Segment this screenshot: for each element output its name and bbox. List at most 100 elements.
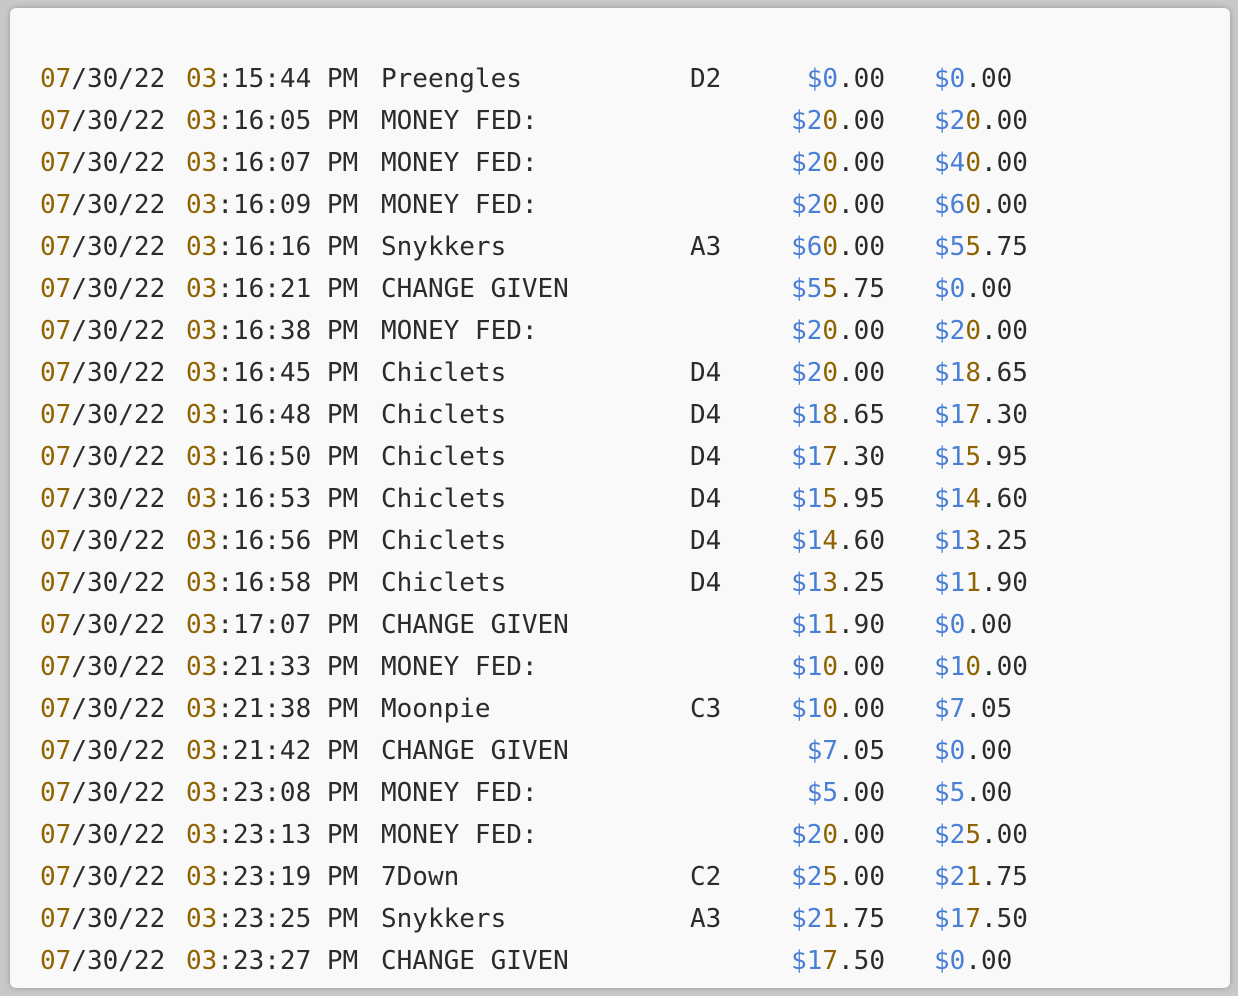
- amount-cell: $20.00: [791, 814, 885, 856]
- amount-cell: $20.00: [791, 352, 885, 394]
- time-hour: 03: [186, 652, 218, 682]
- time-cell: 03:16:58 PM: [186, 562, 358, 604]
- digit: 0: [965, 106, 981, 136]
- date-month: 07: [40, 862, 72, 892]
- balance-symbol: $: [934, 736, 950, 766]
- time-hour: 03: [186, 442, 218, 472]
- digit: 0: [822, 694, 839, 724]
- digit: 2: [949, 106, 966, 136]
- digit: 1: [949, 526, 966, 556]
- balance-cell: $18.65: [934, 352, 1028, 394]
- digit: 1: [806, 442, 823, 472]
- amount-integer: 60: [807, 226, 838, 268]
- amount-decimal: .25: [838, 568, 885, 598]
- amount-decimal: .50: [838, 946, 885, 976]
- time-hour: 03: [186, 526, 218, 556]
- amount-integer: 20: [807, 814, 838, 856]
- date-rest: /30/22: [71, 190, 166, 220]
- date-cell: 07/30/22: [40, 646, 165, 688]
- description-cell: 7Down: [381, 862, 460, 892]
- balance-decimal: .95: [980, 442, 1028, 472]
- date-cell: 07/30/22: [40, 772, 165, 814]
- balance-decimal: .00: [980, 148, 1028, 178]
- date-rest: /30/22: [71, 232, 166, 262]
- slot-cell: C3: [690, 694, 722, 724]
- digit: 0: [965, 190, 981, 220]
- slot-cell: D4: [690, 484, 722, 514]
- time-hour: 03: [186, 64, 218, 94]
- balance-decimal: .00: [965, 778, 1013, 808]
- amount-cell: $21.75: [791, 898, 885, 940]
- amount-column: $20.00: [740, 814, 885, 856]
- digit: 1: [949, 568, 966, 598]
- time-hour: 03: [186, 232, 218, 262]
- slot-cell: D4: [690, 358, 722, 388]
- digit: 5: [949, 232, 966, 262]
- balance-cell: $14.60: [934, 478, 1028, 520]
- balance-symbol: $: [934, 694, 950, 724]
- date-rest: /30/22: [71, 274, 166, 304]
- date-rest: /30/22: [71, 946, 166, 976]
- time-rest: :16:50 PM: [217, 442, 359, 472]
- amount-integer: 7: [822, 730, 838, 772]
- digit: 2: [806, 904, 823, 934]
- time-hour: 03: [186, 694, 218, 724]
- balance-integer: 40: [950, 142, 981, 184]
- balance-integer: 18: [950, 352, 981, 394]
- slot-cell: D4: [690, 442, 722, 472]
- digit: 0: [822, 232, 839, 262]
- time-cell: 03:21:33 PM: [186, 646, 358, 688]
- amount-column: $25.00: [740, 856, 885, 898]
- time-hour: 03: [186, 820, 218, 850]
- description-cell: MONEY FED:: [381, 778, 538, 808]
- digit: 0: [822, 820, 839, 850]
- date-rest: /30/22: [71, 904, 166, 934]
- time-hour: 03: [186, 106, 218, 136]
- digit: 0: [949, 736, 966, 766]
- amount-column: $20.00: [740, 184, 885, 226]
- amount-decimal: .00: [838, 652, 885, 682]
- balance-column: $40.00: [890, 142, 1035, 184]
- amount-integer: 17: [807, 436, 838, 478]
- time-hour: 03: [186, 736, 218, 766]
- amount-symbol: $: [791, 274, 807, 304]
- amount-column: $11.90: [740, 604, 885, 646]
- balance-integer: 10: [950, 646, 981, 688]
- date-cell: 07/30/22: [40, 268, 165, 310]
- balance-integer: 0: [950, 268, 966, 310]
- time-rest: :16:58 PM: [217, 568, 359, 598]
- time-hour: 03: [186, 946, 218, 976]
- balance-symbol: $: [934, 148, 950, 178]
- amount-cell: $17.30: [791, 436, 885, 478]
- digit: 7: [822, 946, 839, 976]
- amount-integer: 20: [807, 352, 838, 394]
- time-rest: :16:07 PM: [217, 148, 359, 178]
- time-hour: 03: [186, 862, 218, 892]
- amount-integer: 25: [807, 856, 838, 898]
- description-cell: MONEY FED:: [381, 148, 538, 178]
- digit: 5: [822, 274, 839, 304]
- amount-cell: $60.00: [791, 226, 885, 268]
- log-row: 07/30/22 03:16:16 PM Snykkers A3 $60.00 …: [40, 226, 1028, 268]
- amount-cell: $20.00: [791, 184, 885, 226]
- amount-column: $10.00: [740, 646, 885, 688]
- amount-symbol: $: [791, 484, 807, 514]
- date-cell: 07/30/22: [40, 730, 165, 772]
- time-rest: :17:07 PM: [217, 610, 359, 640]
- balance-column: $0.00: [890, 940, 1035, 982]
- balance-cell: $60.00: [934, 184, 1028, 226]
- balance-integer: 60: [950, 184, 981, 226]
- digit: 6: [949, 190, 966, 220]
- digit: 1: [949, 442, 966, 472]
- amount-cell: $14.60: [791, 520, 885, 562]
- time-cell: 03:16:38 PM: [186, 310, 358, 352]
- amount-cell: $10.00: [791, 688, 885, 730]
- balance-integer: 14: [950, 478, 981, 520]
- amount-decimal: .05: [838, 736, 885, 766]
- balance-integer: 0: [950, 58, 966, 100]
- time-cell: 03:23:27 PM: [186, 940, 358, 982]
- date-cell: 07/30/22: [40, 310, 165, 352]
- balance-decimal: .30: [980, 400, 1028, 430]
- log-row: 07/30/22 03:15:44 PM Preengles D2 $0.00 …: [40, 58, 1012, 100]
- amount-cell: $7.05: [807, 730, 885, 772]
